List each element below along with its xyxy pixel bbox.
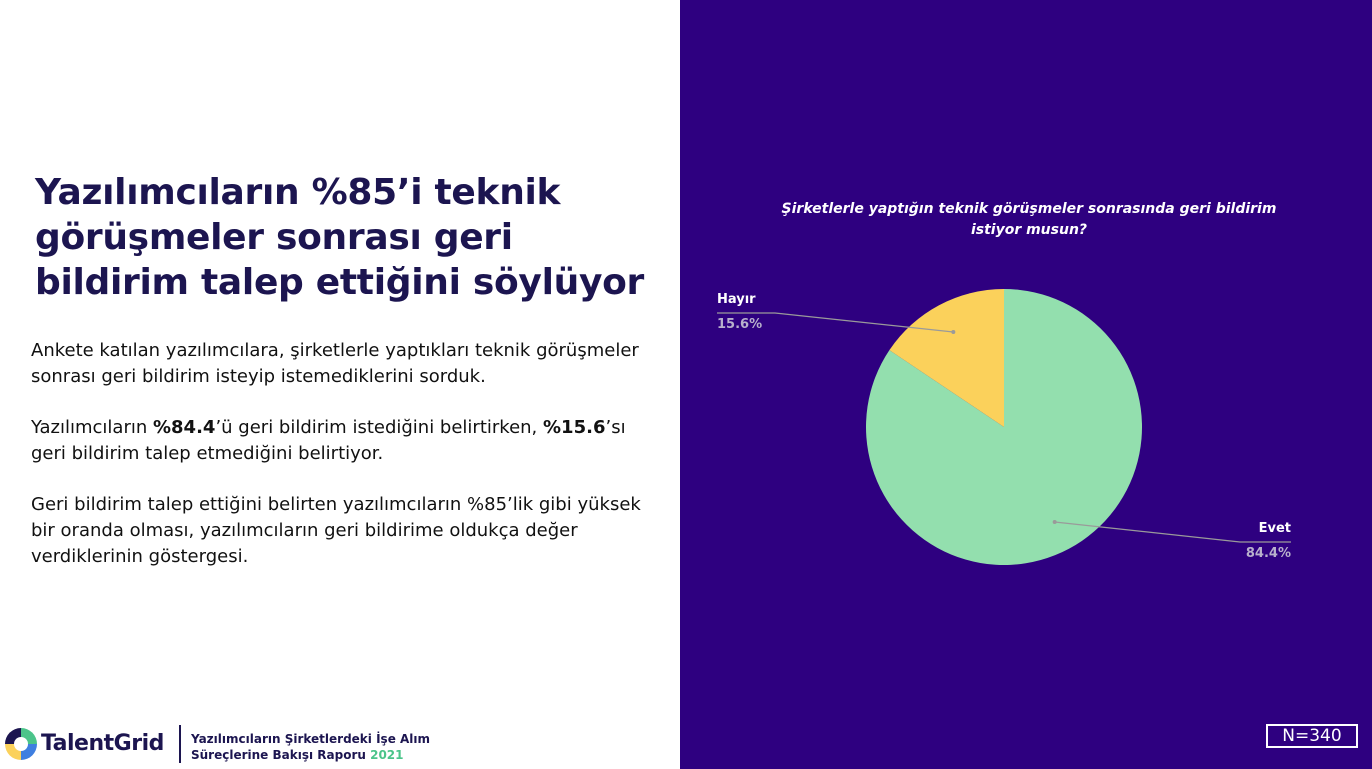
- logo-text: TalentGrid: [41, 731, 164, 756]
- report-title: Yazılımcıların Şirketlerdeki İşe Alım Sü…: [191, 731, 430, 763]
- report-title-line-2: Süreçlerine Bakışı Raporu 2021: [191, 747, 430, 763]
- leader-dot: [1052, 519, 1057, 524]
- sample-size-badge: N=340: [1266, 724, 1358, 748]
- leader-line-evet: [1054, 521, 1291, 543]
- pie-slice-hay-r: [889, 289, 1004, 427]
- slice-label-hay-r: Hayır: [717, 292, 756, 307]
- headline-line-1: Yazılımcıların %85’i teknik: [35, 172, 561, 213]
- pie-chart: Şirketlerle yaptığın teknik görüşmeler s…: [717, 201, 1291, 566]
- body-paragraph-3: Geri bildirim talep ettiğini belirten ya…: [31, 494, 641, 567]
- chart-panel: Şirketlerle yaptığın teknik görüşmeler s…: [680, 0, 1372, 769]
- body-text: Ankete katılan yazılımcılara, şirketlerl…: [31, 338, 641, 595]
- talentgrid-logo-icon: [5, 728, 37, 760]
- footer-divider: [179, 725, 181, 763]
- headline: Yazılımcıların %85’i teknik görüşmeler s…: [35, 170, 655, 305]
- headline-line-2: görüşmeler sonrası geri: [35, 217, 513, 258]
- pie-slice-evet: [866, 289, 1142, 566]
- pie-slices: [866, 289, 1142, 566]
- chart-title-line-2: istiyor musun?: [971, 222, 1087, 238]
- p2-mid: ’ü geri bildirim istediğini belirtirken,: [215, 417, 544, 438]
- p2-evet-percent: %84.4: [153, 417, 216, 438]
- p2-hayir-percent: %15.6: [543, 417, 606, 438]
- slice-value-hay-r: 15.6%: [717, 317, 762, 332]
- p2-suffix: ’sı geri bildirim talep etmediğini belir…: [31, 417, 626, 464]
- leader-line-hay-r: [717, 312, 954, 333]
- body-paragraph-2: Yazılımcıların %84.4’ü geri bildirim ist…: [31, 415, 641, 467]
- p2-prefix: Yazılımcıların: [31, 417, 153, 438]
- report-title-line-2-text: Süreçlerine Bakışı Raporu: [191, 748, 366, 762]
- left-panel: Yazılımcıların %85’i teknik görüşmeler s…: [0, 0, 680, 769]
- slice-label-evet: Evet: [1259, 521, 1291, 536]
- leader-dot: [951, 330, 956, 335]
- pie-labels: Evet 84.4% Hayır 15.6%: [717, 292, 1291, 561]
- report-title-line-1: Yazılımcıların Şirketlerdeki İşe Alım: [191, 732, 431, 746]
- report-year: 2021: [370, 748, 404, 762]
- body-paragraph-1: Ankete katılan yazılımcılara, şirketlerl…: [31, 340, 639, 387]
- chart-title-line-1: Şirketlerle yaptığın teknik görüşmeler s…: [782, 201, 1277, 217]
- slice-value-evet: 84.4%: [1246, 546, 1291, 561]
- headline-line-3: bildirim talep ettiğini söylüyor: [35, 262, 644, 303]
- footer: TalentGrid Yazılımcıların Şirketlerdeki …: [4, 725, 464, 765]
